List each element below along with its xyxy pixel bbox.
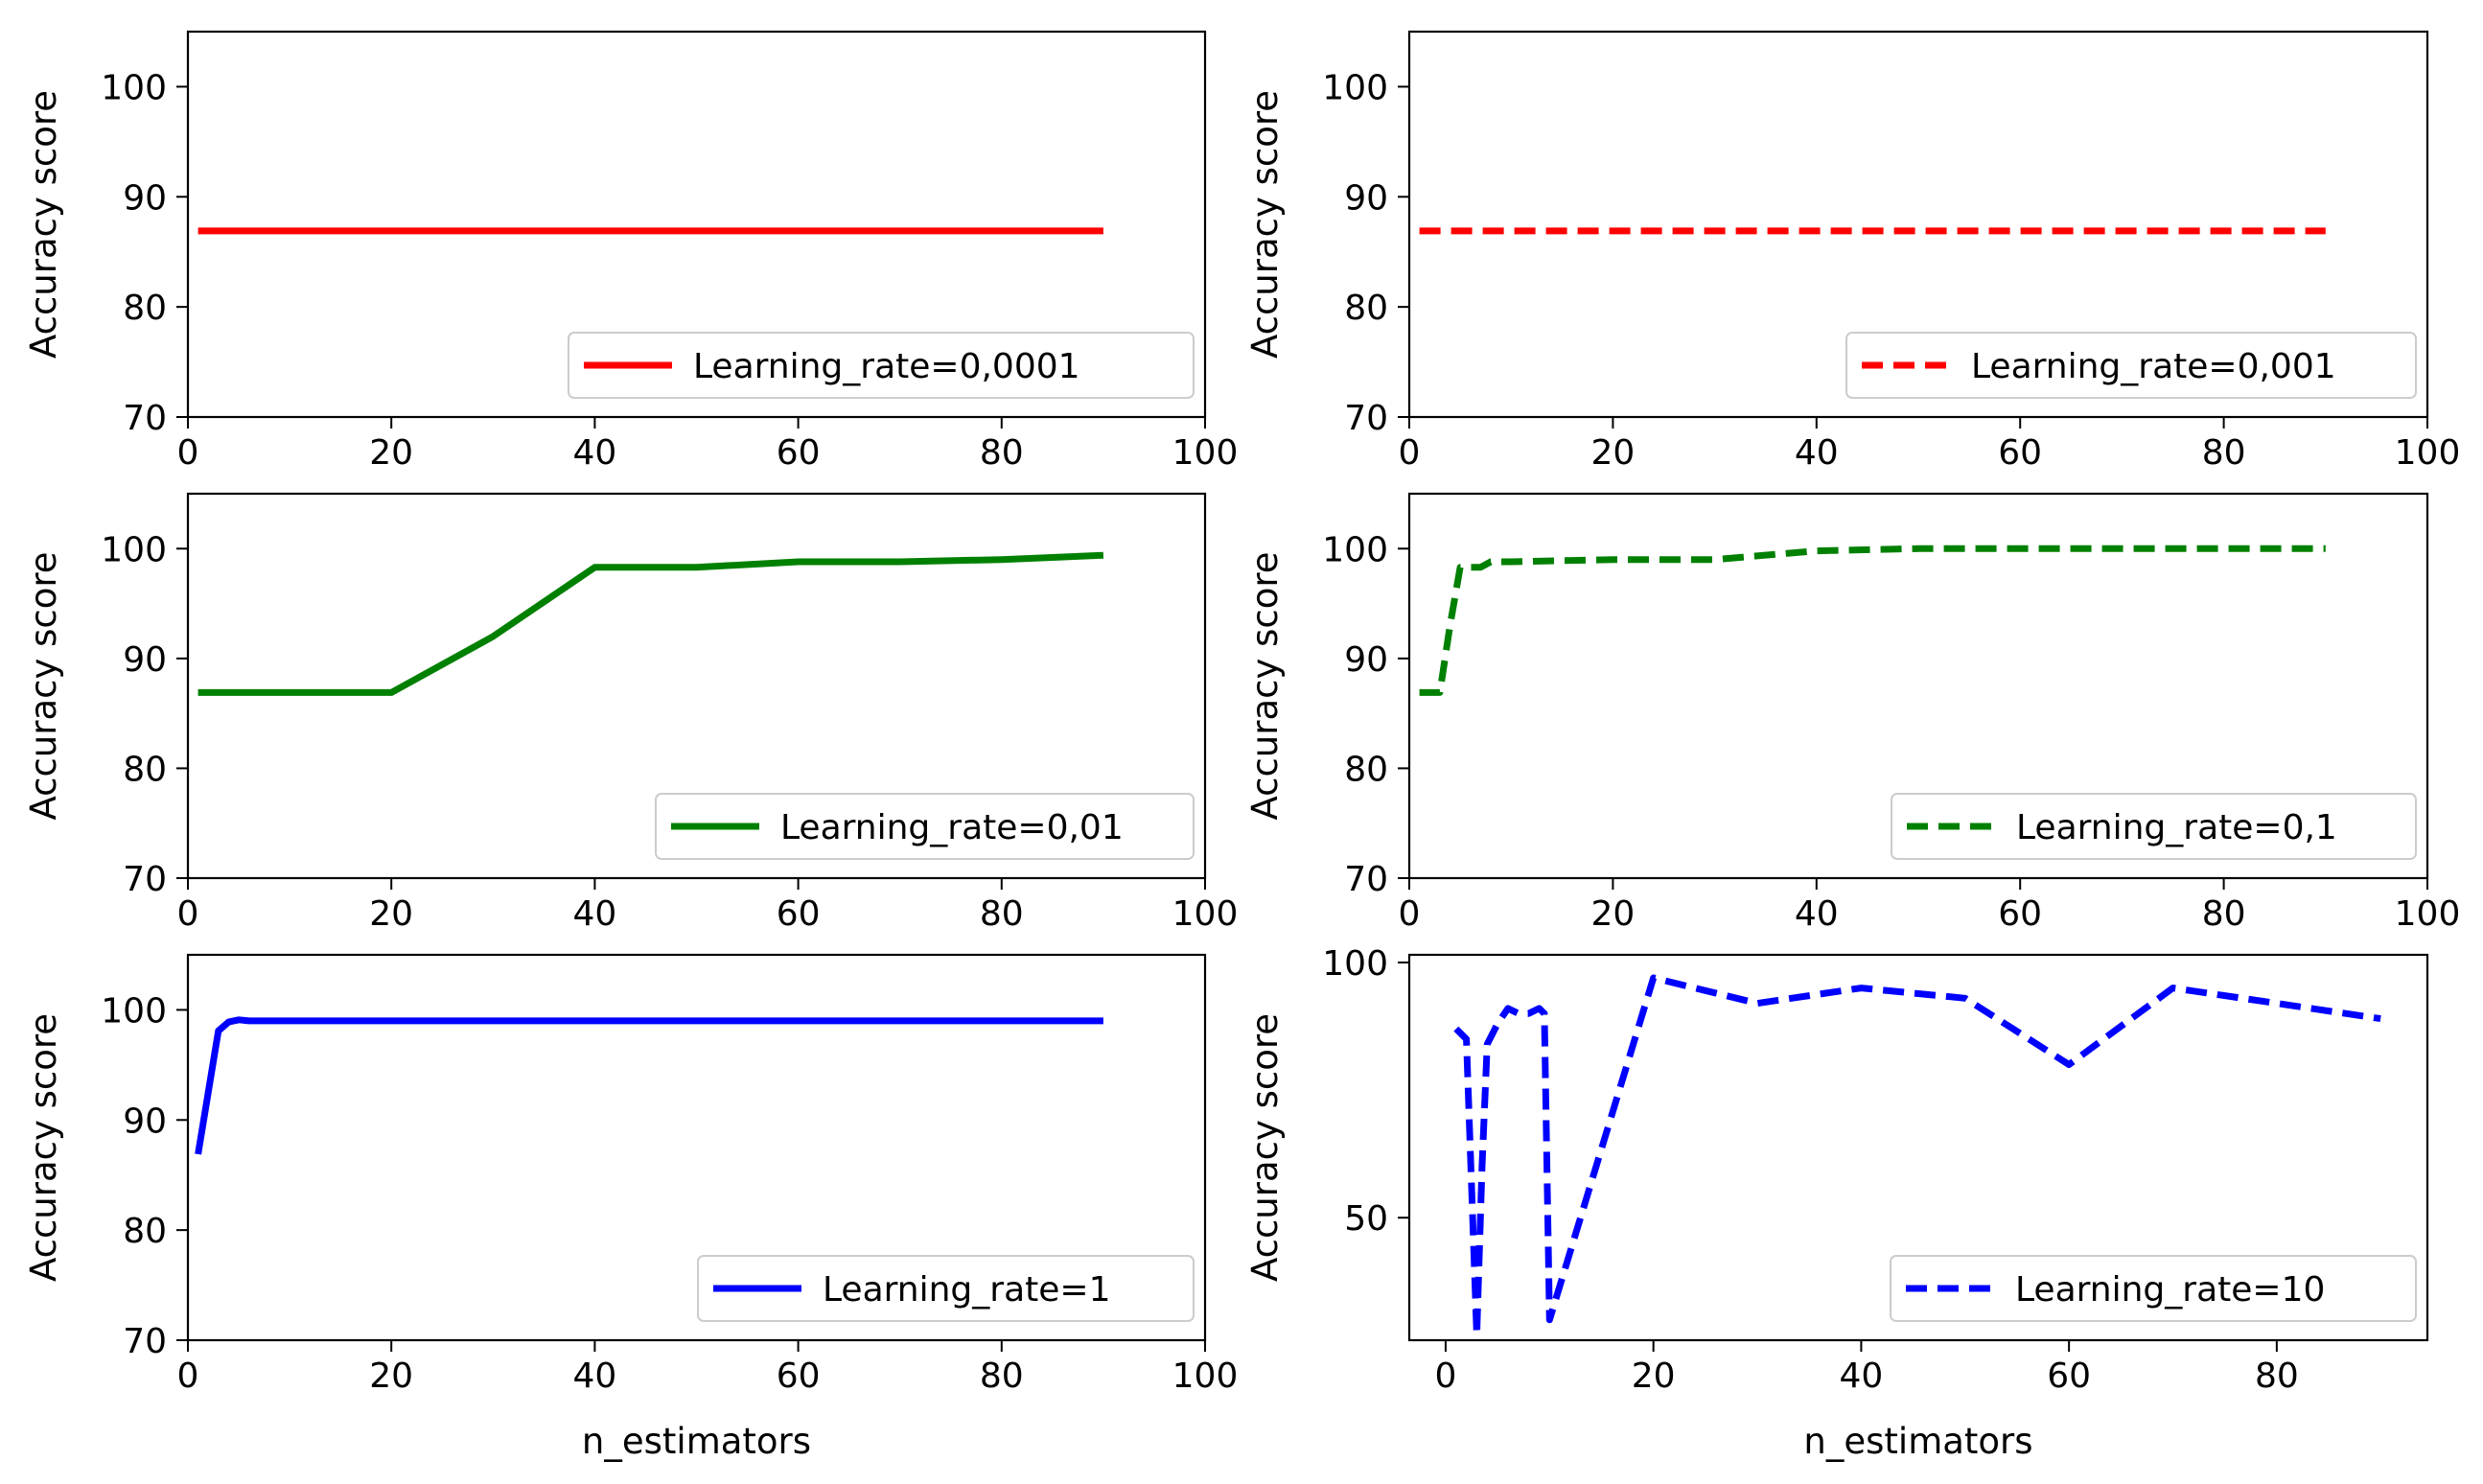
p6-x-axis-label: n_estimators	[1803, 1421, 2032, 1462]
p2-axes-frame	[1407, 30, 2429, 419]
p2-x-tick-label: 0	[1399, 433, 1421, 473]
p5-x-tick-label: 40	[572, 1356, 616, 1396]
p1-y-tick-label: 90	[123, 178, 167, 218]
p2-y-tick-label: 80	[1344, 289, 1388, 328]
p1-y-tick-label: 80	[123, 289, 167, 328]
p5-series-line-1	[195, 1016, 1103, 1155]
p4-y-axis-label: Accuracy score	[1244, 551, 1286, 820]
p5-y-tick-label: 70	[123, 1322, 167, 1361]
p6-x-tick-label: 60	[2047, 1356, 2091, 1396]
p4-y-tick-label: 80	[1344, 750, 1388, 789]
p3-y-tick-label: 70	[123, 860, 167, 899]
p6-y-tick-label: 50	[1344, 1199, 1388, 1239]
p4-y-tick-label: 100	[1322, 530, 1388, 569]
p4-legend-box	[1891, 793, 2417, 860]
p4-axes-frame	[1407, 492, 2429, 880]
p5-y-tick-label: 90	[123, 1101, 167, 1141]
p2-y-tick-label: 70	[1344, 399, 1388, 438]
p6-legend-box	[1890, 1255, 2417, 1322]
p6-y-tick-label: 100	[1322, 944, 1388, 984]
p3-y-tick-label: 100	[101, 530, 167, 569]
p3-legend-box	[655, 793, 1195, 860]
p1-legend-box	[568, 332, 1195, 399]
p2-x-tick-label: 100	[2395, 433, 2461, 473]
p2-x-tick-label: 40	[1795, 433, 1839, 473]
p3-y-axis-label: Accuracy score	[23, 551, 64, 820]
p5-x-tick-label: 20	[369, 1356, 413, 1396]
p5-x-tick-label: 0	[177, 1356, 199, 1396]
p2-y-axis-label: Accuracy score	[1244, 90, 1286, 359]
p1-x-tick-label: 0	[177, 433, 199, 473]
p4-series-line-1	[1419, 545, 2326, 696]
p4-x-tick-label: 100	[2395, 894, 2461, 934]
p4-x-tick-label: 20	[1590, 894, 1635, 934]
p2-x-tick-label: 80	[2202, 433, 2246, 473]
p1-x-tick-label: 100	[1172, 433, 1239, 473]
p3-x-tick-label: 0	[177, 894, 199, 934]
p6-y-axis-label: Accuracy score	[1244, 1013, 1286, 1282]
p1-x-tick-label: 80	[980, 433, 1024, 473]
p6-axes-frame	[1407, 953, 2429, 1342]
p4-legend-label: Learning_rate=0,1	[2016, 808, 2337, 847]
p4-y-tick-label: 70	[1344, 860, 1388, 899]
p3-y-tick-label: 90	[123, 640, 167, 680]
p5-x-tick-label: 80	[980, 1356, 1024, 1396]
p5-axes-frame	[186, 953, 1207, 1342]
p5-legend-box	[697, 1255, 1195, 1322]
p2-legend-label: Learning_rate=0,001	[1971, 347, 2336, 386]
p2-x-tick-label: 60	[1998, 433, 2042, 473]
p2-y-tick-label: 100	[1322, 68, 1388, 107]
p6-x-tick-label: 80	[2255, 1356, 2299, 1396]
p1-y-tick-label: 70	[123, 399, 167, 438]
p5-legend-label: Learning_rate=1	[823, 1270, 1110, 1310]
p2-legend-box	[1845, 332, 2417, 399]
p6-x-tick-label: 20	[1632, 1356, 1676, 1396]
p5-y-axis-label: Accuracy score	[23, 1013, 64, 1282]
p3-x-tick-label: 60	[777, 894, 821, 934]
p3-legend-label: Learning_rate=0,01	[780, 808, 1124, 847]
p4-x-tick-label: 40	[1795, 894, 1839, 934]
p6-series-line-1	[1453, 974, 2381, 1339]
p3-x-tick-label: 100	[1172, 894, 1239, 934]
p2-y-tick-label: 90	[1344, 178, 1388, 218]
p3-x-tick-label: 40	[572, 894, 616, 934]
p6-legend-label: Learning_rate=10	[2015, 1270, 2325, 1310]
p3-x-tick-label: 20	[369, 894, 413, 934]
p1-legend-label: Learning_rate=0,0001	[693, 347, 1080, 386]
p3-axes-frame	[186, 492, 1207, 880]
p6-x-tick-label: 40	[1839, 1356, 1883, 1396]
p1-x-tick-label: 20	[369, 433, 413, 473]
p5-x-tick-label: 60	[777, 1356, 821, 1396]
p5-x-tick-label: 100	[1172, 1356, 1239, 1396]
p6-x-tick-label: 0	[1434, 1356, 1456, 1396]
p4-x-tick-label: 0	[1399, 894, 1421, 934]
p5-y-tick-label: 100	[101, 991, 167, 1031]
p1-x-tick-label: 60	[777, 433, 821, 473]
p1-x-tick-label: 40	[572, 433, 616, 473]
p3-series-line-1	[197, 551, 1104, 696]
p1-y-axis-label: Accuracy score	[23, 90, 64, 359]
p3-y-tick-label: 80	[123, 750, 167, 789]
p1-axes-frame	[186, 30, 1207, 419]
p4-y-tick-label: 90	[1344, 640, 1388, 680]
p3-x-tick-label: 80	[980, 894, 1024, 934]
p5-x-axis-label: n_estimators	[582, 1421, 811, 1462]
p5-y-tick-label: 80	[123, 1212, 167, 1251]
p1-y-tick-label: 100	[101, 68, 167, 107]
p4-x-tick-label: 80	[2202, 894, 2246, 934]
p4-x-tick-label: 60	[1998, 894, 2042, 934]
p2-x-tick-label: 20	[1590, 433, 1635, 473]
